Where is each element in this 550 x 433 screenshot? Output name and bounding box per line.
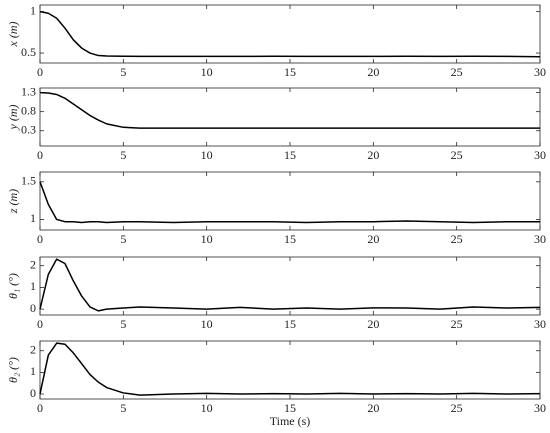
x-tick-label: 0 [37,401,43,415]
x-tick-label: 0 [37,317,43,331]
x-tick-label: 30 [534,148,546,162]
y-axis-label: y (m) [6,105,20,131]
x-tick-label: 15 [284,65,296,79]
x-tick-label: 10 [201,232,213,246]
x-tick-label: 30 [534,317,546,331]
x-tick-label: 20 [367,232,379,246]
x-tick-label: 5 [120,317,126,331]
x-tick-label: 10 [201,65,213,79]
x-tick-label: 20 [367,65,379,79]
data-line [39,10,541,58]
plot-frame [39,87,541,147]
y-tick-label: 0.8 [21,103,36,117]
y-tick-label: 0.3 [21,122,36,136]
x-tick-label: 5 [120,65,126,79]
x-tick-label: 20 [367,401,379,415]
x-tick-label: 10 [201,148,213,162]
plot-frame [39,171,541,231]
x-tick-label: 30 [534,232,546,246]
x-tick-label: 15 [284,317,296,331]
x-tick-label: 30 [534,65,546,79]
x-tick-label: 0 [37,232,43,246]
y-tick-label: 0.5 [21,45,36,59]
x-tick-label: 10 [201,317,213,331]
x-tick-label: 20 [367,148,379,162]
x-tick-label: 25 [451,232,463,246]
y-tick-label: 2 [30,342,36,356]
x-tick-label: 10 [201,401,213,415]
x-tick-label: 25 [451,65,463,79]
x-tick-label: 15 [284,232,296,246]
x-tick-label: 5 [120,148,126,162]
x-tick-label: 30 [534,401,546,415]
x-axis-label: Time (s) [270,414,311,428]
x-tick-label: 5 [120,401,126,415]
y-tick-label: 1 [30,211,36,225]
y-axis-label: θ₂ (°) [6,357,20,383]
y-tick-label: 1.5 [21,174,36,188]
data-line [39,181,540,224]
y-axis-label: z (m) [6,189,20,214]
x-tick-label: 25 [451,317,463,331]
x-tick-label: 0 [37,65,43,79]
x-tick-label: 25 [451,148,463,162]
plot-frame [39,256,541,316]
y-tick-label: 1 [30,364,36,378]
y-tick-label: 0 [30,301,36,315]
x-tick-label: 5 [120,232,126,246]
y-axis-label: θ₁ (°) [6,273,20,299]
y-tick-label: 2 [30,257,36,271]
y-tick-label: 0 [30,386,36,400]
y-tick-label: 1.3 [21,84,36,98]
x-tick-label: 15 [284,401,296,415]
plot-frame [39,4,541,64]
data-line [39,258,541,312]
x-tick-label: 15 [284,148,296,162]
data-line [39,342,541,396]
y-axis-label: x (m) [6,22,20,48]
x-tick-label: 25 [451,401,463,415]
x-tick-label: 20 [367,317,379,331]
y-tick-label: 1 [30,3,36,17]
data-line [39,91,540,129]
x-tick-label: 0 [37,148,43,162]
y-tick-label: 1 [30,279,36,293]
